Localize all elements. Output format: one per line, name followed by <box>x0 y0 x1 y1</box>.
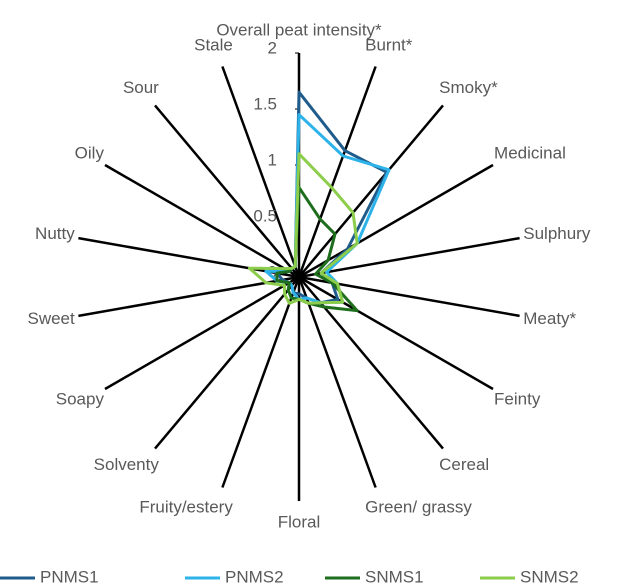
spoke <box>298 163 494 279</box>
spoke <box>104 163 300 279</box>
spoke <box>221 66 301 278</box>
category-label: Solventy <box>94 455 160 474</box>
spoke <box>298 236 520 279</box>
spoke <box>78 236 300 279</box>
spoke <box>297 66 377 278</box>
legend-label: SNMS1 <box>365 567 424 586</box>
spoke <box>78 275 300 318</box>
r-tick-label: 2 <box>268 38 277 57</box>
category-label: Green/ grassy <box>365 498 472 517</box>
series-line <box>247 152 359 305</box>
category-label: Sour <box>123 78 159 97</box>
category-label: Cereal <box>439 455 489 474</box>
category-label: Oily <box>75 143 105 162</box>
category-label: Sweet <box>27 309 75 328</box>
category-label: Feinty <box>494 389 541 408</box>
spoke <box>298 275 494 391</box>
spoke <box>221 276 301 488</box>
category-label: Smoky* <box>439 78 498 97</box>
category-label: Overall peat intensity* <box>216 20 382 39</box>
spoke <box>297 276 377 488</box>
category-label: Burnt* <box>365 35 413 54</box>
spoke <box>104 275 300 391</box>
category-label: Medicinal <box>494 143 566 162</box>
legend-label: SNMS2 <box>520 567 579 586</box>
category-label: Fruity/estery <box>139 498 233 517</box>
spoke <box>154 276 300 450</box>
spoke <box>298 104 444 278</box>
r-tick-label: 1 <box>268 150 277 169</box>
category-label: Floral <box>278 512 321 531</box>
category-label: Meaty* <box>523 309 576 328</box>
legend-label: PNMS2 <box>225 567 284 586</box>
r-tick-label: 1.5 <box>253 94 277 113</box>
spoke <box>154 104 300 278</box>
category-label: Soapy <box>56 389 105 408</box>
category-label: Nutty <box>35 224 75 243</box>
category-label: Stale <box>194 35 233 54</box>
category-label: Sulphury <box>523 224 591 243</box>
r-tick-label: 0.5 <box>253 206 277 225</box>
legend-label: PNMS1 <box>40 567 99 586</box>
